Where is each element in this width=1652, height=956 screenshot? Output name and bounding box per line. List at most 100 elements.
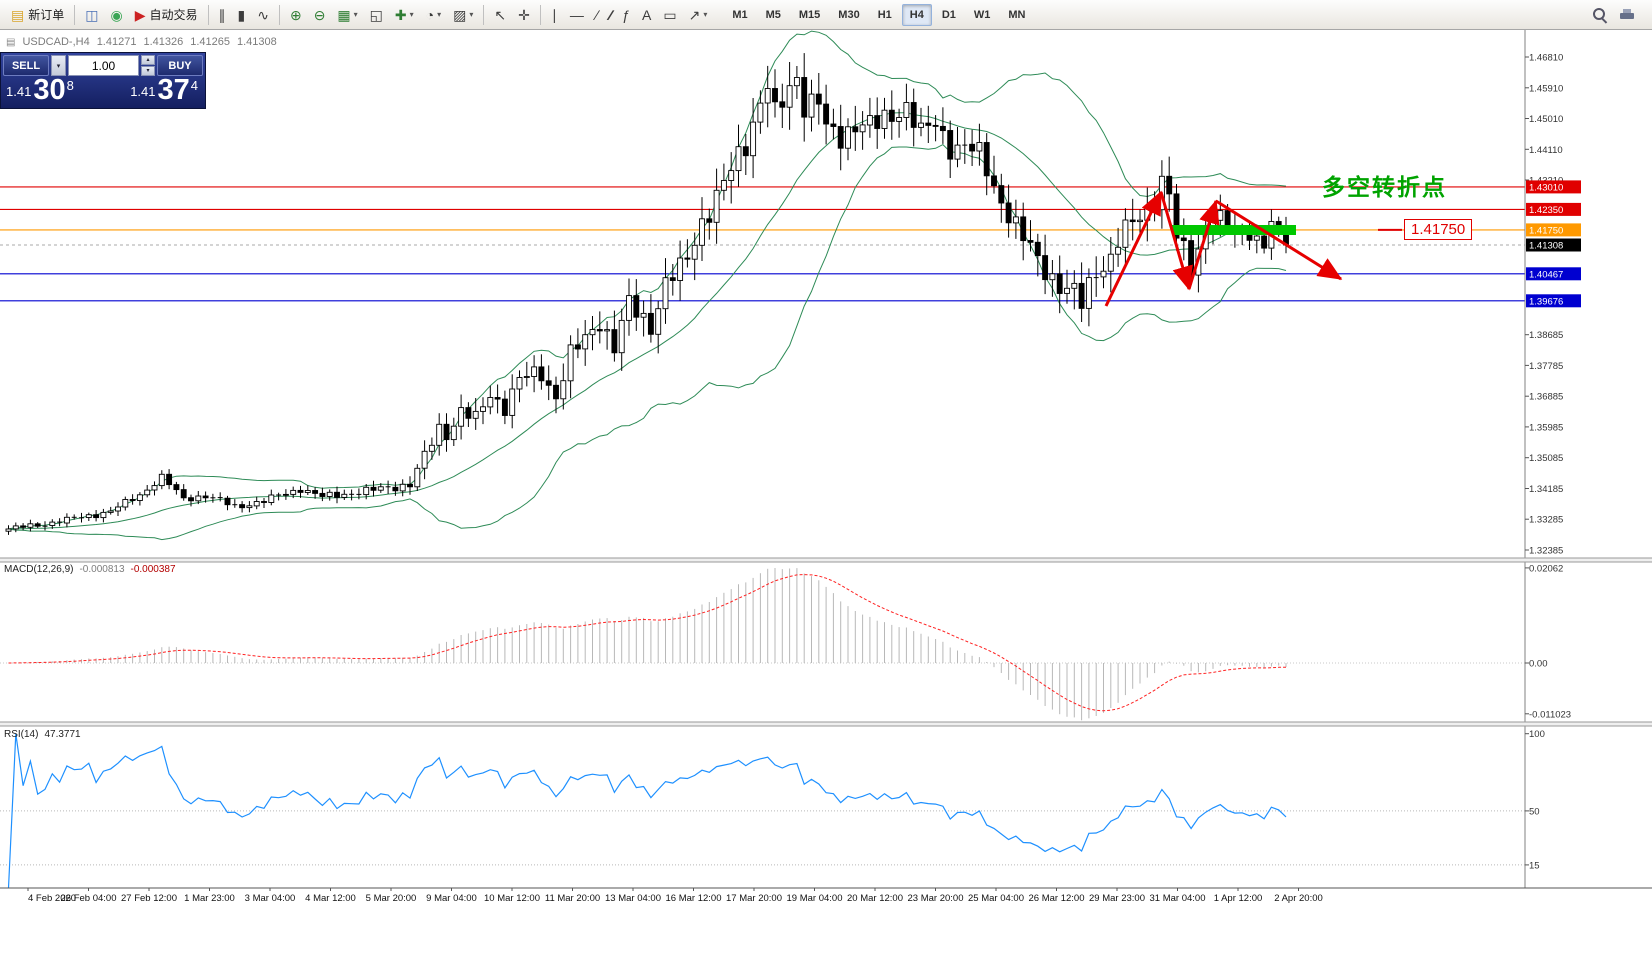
sell-price-base: 1.41 bbox=[6, 83, 32, 99]
horizontal-line-button[interactable]: — bbox=[565, 3, 589, 27]
ohlc-open: 1.41271 bbox=[96, 36, 137, 48]
time-axis-label: 26 Feb 04:00 bbox=[61, 893, 117, 904]
chevron-down-icon[interactable]: ▾ bbox=[437, 10, 442, 19]
toolbar-items: ▤新订单◫◉▶自动交易∥▮∿⊕⊖▦▾◱✚▾◔▾▨▾↖✛∣—∕∕∕ƒA▭↗▾ bbox=[5, 0, 713, 29]
volume-down-button[interactable]: ▾ bbox=[141, 66, 155, 76]
chevron-down-icon[interactable]: ▾ bbox=[703, 10, 708, 19]
arrange-windows-button[interactable]: ◱ bbox=[365, 3, 388, 27]
sell-button[interactable]: SELL bbox=[3, 55, 49, 76]
bars-chart-button[interactable]: ∥ bbox=[214, 3, 231, 27]
print-button[interactable] bbox=[1614, 3, 1640, 27]
crosshair-button[interactable]: ✛ bbox=[513, 3, 535, 27]
rsi-panel bbox=[0, 733, 1525, 889]
zoom-out-button[interactable]: ⊖ bbox=[309, 3, 331, 27]
price-line-label-bg bbox=[1526, 294, 1581, 308]
search-button[interactable] bbox=[1587, 3, 1612, 27]
new-chart-button[interactable]: ▦ ▾ bbox=[332, 3, 362, 27]
time-axis-label: 27 Feb 12:00 bbox=[121, 893, 177, 904]
auto-trading-button[interactable]: ▶ 自动交易 bbox=[130, 3, 203, 27]
price-scale-label: 1.35985 bbox=[1529, 422, 1563, 433]
indicators-button[interactable]: ✚ ▾ bbox=[390, 3, 419, 27]
candles-chart-button[interactable]: ▮ bbox=[233, 3, 251, 27]
label-icon: ▭ bbox=[663, 6, 677, 23]
order-options-button[interactable]: ▾ bbox=[51, 55, 66, 76]
price-scale-label: 1.33285 bbox=[1529, 515, 1563, 526]
rsi-indicator-label: RSI(14) 47.3771 bbox=[4, 729, 81, 740]
rsi-name: RSI(14) bbox=[4, 729, 39, 740]
time-axis-label: 26 Mar 12:00 bbox=[1029, 893, 1085, 904]
price-tag[interactable]: 1.41750 bbox=[1404, 219, 1473, 240]
chevron-down-icon[interactable]: ▾ bbox=[353, 10, 358, 19]
timeframe-m15-button[interactable]: M15 bbox=[798, 8, 821, 21]
search-icon bbox=[1592, 7, 1607, 22]
timeframe-d1-button[interactable]: D1 bbox=[941, 8, 956, 21]
channel-button[interactable]: ∕∕ bbox=[605, 3, 615, 27]
chevron-down-icon[interactable]: ▾ bbox=[409, 10, 414, 19]
volume-stepper: ▴ ▾ bbox=[141, 55, 155, 76]
buy-price[interactable]: 1.41 37 4 bbox=[130, 76, 198, 105]
price-scale[interactable]: 1.468101.459101.450101.441101.432101.386… bbox=[1525, 53, 1581, 872]
text-icon: A bbox=[642, 6, 652, 23]
new-chart-icon: ▦ bbox=[337, 6, 351, 23]
price-scale-label: 1.44110 bbox=[1529, 145, 1563, 156]
toolbar: ▤新订单◫◉▶自动交易∥▮∿⊕⊖▦▾◱✚▾◔▾▨▾↖✛∣—∕∕∕ƒA▭↗▾ M1… bbox=[0, 0, 1652, 30]
profiles-icon: ◫ bbox=[85, 6, 99, 23]
cursor-icon: ↖ bbox=[494, 6, 507, 23]
timeframe-h1-button[interactable]: H1 bbox=[877, 8, 892, 21]
profiles-button[interactable]: ◫ bbox=[80, 3, 103, 27]
trendline-icon: ∕ bbox=[595, 6, 599, 23]
price-scale-label: 1.45010 bbox=[1529, 114, 1563, 125]
ohlc-high: 1.41326 bbox=[143, 36, 184, 48]
timeframe-w1-button[interactable]: W1 bbox=[973, 8, 991, 21]
trade-controls-row: SELL ▾ ▴ ▾ BUY bbox=[3, 55, 203, 76]
time-axis-label: 25 Mar 04:00 bbox=[968, 893, 1024, 904]
vertical-line-button[interactable]: ∣ bbox=[546, 3, 563, 27]
trendline-button[interactable]: ∕ bbox=[591, 3, 603, 27]
templates-button[interactable]: ▨ ▾ bbox=[448, 3, 478, 27]
highlight-zone bbox=[1172, 225, 1296, 235]
trend-arrows-annotation[interactable] bbox=[1104, 190, 1343, 307]
text-button[interactable]: A bbox=[637, 3, 656, 27]
zoom-in-button[interactable]: ⊕ bbox=[285, 3, 307, 27]
indicators-icon: ✚ bbox=[394, 6, 407, 23]
timeframe-mn-button[interactable]: MN bbox=[1008, 8, 1026, 21]
price-line-label: 1.42350 bbox=[1529, 205, 1563, 216]
macd-main-value: -0.000813 bbox=[79, 564, 125, 575]
sell-price-pips: 30 bbox=[33, 74, 66, 106]
volume-input[interactable] bbox=[68, 55, 139, 76]
new-order-icon: ▤ bbox=[11, 6, 25, 23]
buy-price-point: 4 bbox=[190, 78, 198, 93]
cursor-button[interactable]: ↖ bbox=[489, 3, 511, 27]
price-scale-label: 1.37785 bbox=[1529, 361, 1563, 372]
new-order-button[interactable]: ▤ 新订单 bbox=[6, 3, 69, 27]
buy-button[interactable]: BUY bbox=[157, 55, 203, 76]
one-click-trading-panel: SELL ▾ ▴ ▾ BUY 1.41 30 8 1.41 37 4 bbox=[0, 52, 206, 109]
macd-panel bbox=[0, 568, 1525, 721]
timeframe-m5-button[interactable]: M5 bbox=[765, 8, 781, 21]
crosshair-icon: ✛ bbox=[518, 6, 530, 23]
arrows-button[interactable]: ↗ ▾ bbox=[684, 3, 713, 27]
symbol-timeframe: USDCAD-,H4 bbox=[22, 36, 90, 48]
horizontal-price-lines[interactable] bbox=[0, 186, 1525, 302]
timeframe-m30-button[interactable]: M30 bbox=[838, 8, 860, 21]
line-chart-button[interactable]: ∿ bbox=[252, 3, 274, 27]
label-button[interactable]: ▭ bbox=[658, 3, 681, 27]
chart-symbol-info: ▤ USDCAD-,H4 1.41271 1.41326 1.41265 1.4… bbox=[6, 36, 277, 48]
timeframe-h4-button[interactable]: H4 bbox=[901, 3, 932, 26]
chevron-down-icon[interactable]: ▾ bbox=[469, 10, 474, 19]
sell-price[interactable]: 1.41 30 8 bbox=[6, 74, 74, 106]
rsi-scale-label: 100 bbox=[1529, 729, 1545, 740]
volume-up-button[interactable]: ▴ bbox=[141, 55, 155, 65]
rsi-value: 47.3771 bbox=[44, 729, 81, 740]
market-watch-button[interactable]: ◉ bbox=[105, 3, 127, 27]
bars-chart-icon: ∥ bbox=[218, 6, 226, 23]
macd-scale-label: 0.00 bbox=[1529, 659, 1548, 670]
periods-button[interactable]: ◔ ▾ bbox=[421, 3, 446, 27]
timeframe-m1-button[interactable]: M1 bbox=[732, 8, 748, 21]
time-axis-label: 5 Mar 20:00 bbox=[366, 893, 417, 904]
turning-point-annotation[interactable]: 多空转折点 bbox=[1322, 175, 1447, 201]
fibonacci-button[interactable]: ƒ bbox=[617, 3, 635, 27]
price-line-label-bg bbox=[1526, 223, 1581, 237]
